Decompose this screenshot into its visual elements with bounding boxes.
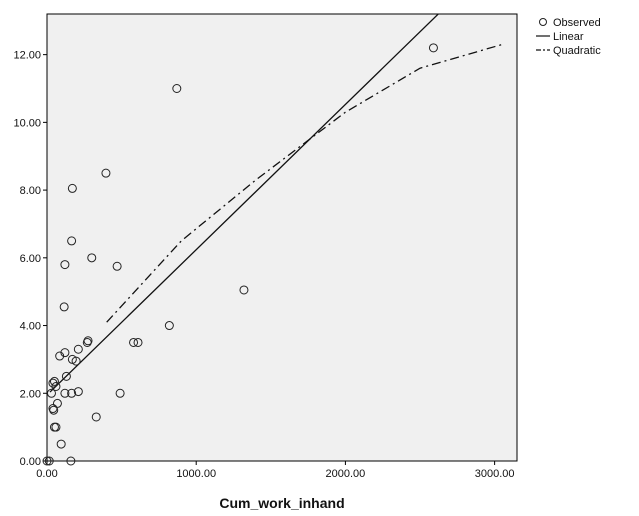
observed-point bbox=[42, 456, 52, 466]
observed-point bbox=[73, 344, 83, 354]
observed-point bbox=[428, 43, 438, 53]
observed-point bbox=[49, 376, 59, 386]
quadratic-fit-line bbox=[106, 43, 503, 323]
legend-label: Quadratic bbox=[553, 45, 601, 57]
observed-point bbox=[164, 321, 174, 331]
linear-fit-line bbox=[49, 14, 440, 393]
observed-point bbox=[60, 260, 70, 270]
x-axis: 0.00 1000.00 2000.00 3000.00 bbox=[36, 461, 515, 480]
x-tick-label: 1000.00 bbox=[176, 468, 216, 480]
observed-point bbox=[133, 337, 143, 347]
legend-symbol-observed bbox=[539, 18, 547, 26]
observed-point bbox=[71, 356, 81, 366]
y-tick-label: 6.00 bbox=[20, 253, 41, 265]
observed-point bbox=[67, 388, 77, 398]
observed-point bbox=[115, 388, 125, 398]
observed-point bbox=[51, 382, 61, 391]
y-tick-label: 8.00 bbox=[20, 185, 41, 197]
observed-points bbox=[42, 43, 438, 466]
legend: Observed Linear Quadratic bbox=[536, 17, 601, 57]
y-axis: 0.00 2.00 4.00 6.00 8.00 10.00 12.00 bbox=[13, 50, 47, 468]
x-tick-label: 3000.00 bbox=[475, 468, 515, 480]
observed-point bbox=[56, 439, 66, 449]
observed-point bbox=[129, 337, 139, 347]
legend-label: Observed bbox=[553, 17, 601, 29]
observed-point bbox=[48, 378, 58, 388]
y-tick-label: 12.00 bbox=[13, 50, 41, 62]
observed-point bbox=[60, 348, 70, 358]
observed-point bbox=[87, 253, 97, 263]
observed-point bbox=[66, 456, 76, 466]
observed-point bbox=[60, 388, 70, 398]
x-tick-label: 0.00 bbox=[36, 468, 57, 480]
observed-point bbox=[49, 405, 59, 415]
observed-point bbox=[67, 183, 77, 193]
observed-point bbox=[112, 261, 122, 271]
x-tick-label: 2000.00 bbox=[326, 468, 366, 480]
observed-point bbox=[172, 84, 182, 93]
y-tick-label: 4.00 bbox=[20, 321, 41, 333]
observed-point bbox=[51, 422, 61, 432]
y-tick-label: 0.00 bbox=[20, 456, 41, 468]
y-tick-label: 2.00 bbox=[20, 388, 41, 400]
plot-area bbox=[46, 13, 518, 462]
observed-point bbox=[83, 336, 93, 346]
observed-point bbox=[44, 456, 54, 466]
legend-label: Linear bbox=[553, 31, 584, 43]
y-tick-label: 10.00 bbox=[13, 117, 41, 129]
observed-point bbox=[59, 302, 69, 312]
observed-point bbox=[239, 285, 249, 295]
observed-point bbox=[46, 388, 56, 398]
observed-point bbox=[67, 236, 77, 246]
fit-lines bbox=[49, 14, 503, 393]
observed-point bbox=[101, 168, 111, 178]
observed-point bbox=[61, 371, 71, 381]
x-axis-label: Cum_work_inhand bbox=[219, 495, 344, 511]
observed-point bbox=[73, 387, 83, 397]
observed-point bbox=[52, 398, 62, 408]
observed-point bbox=[91, 412, 101, 422]
